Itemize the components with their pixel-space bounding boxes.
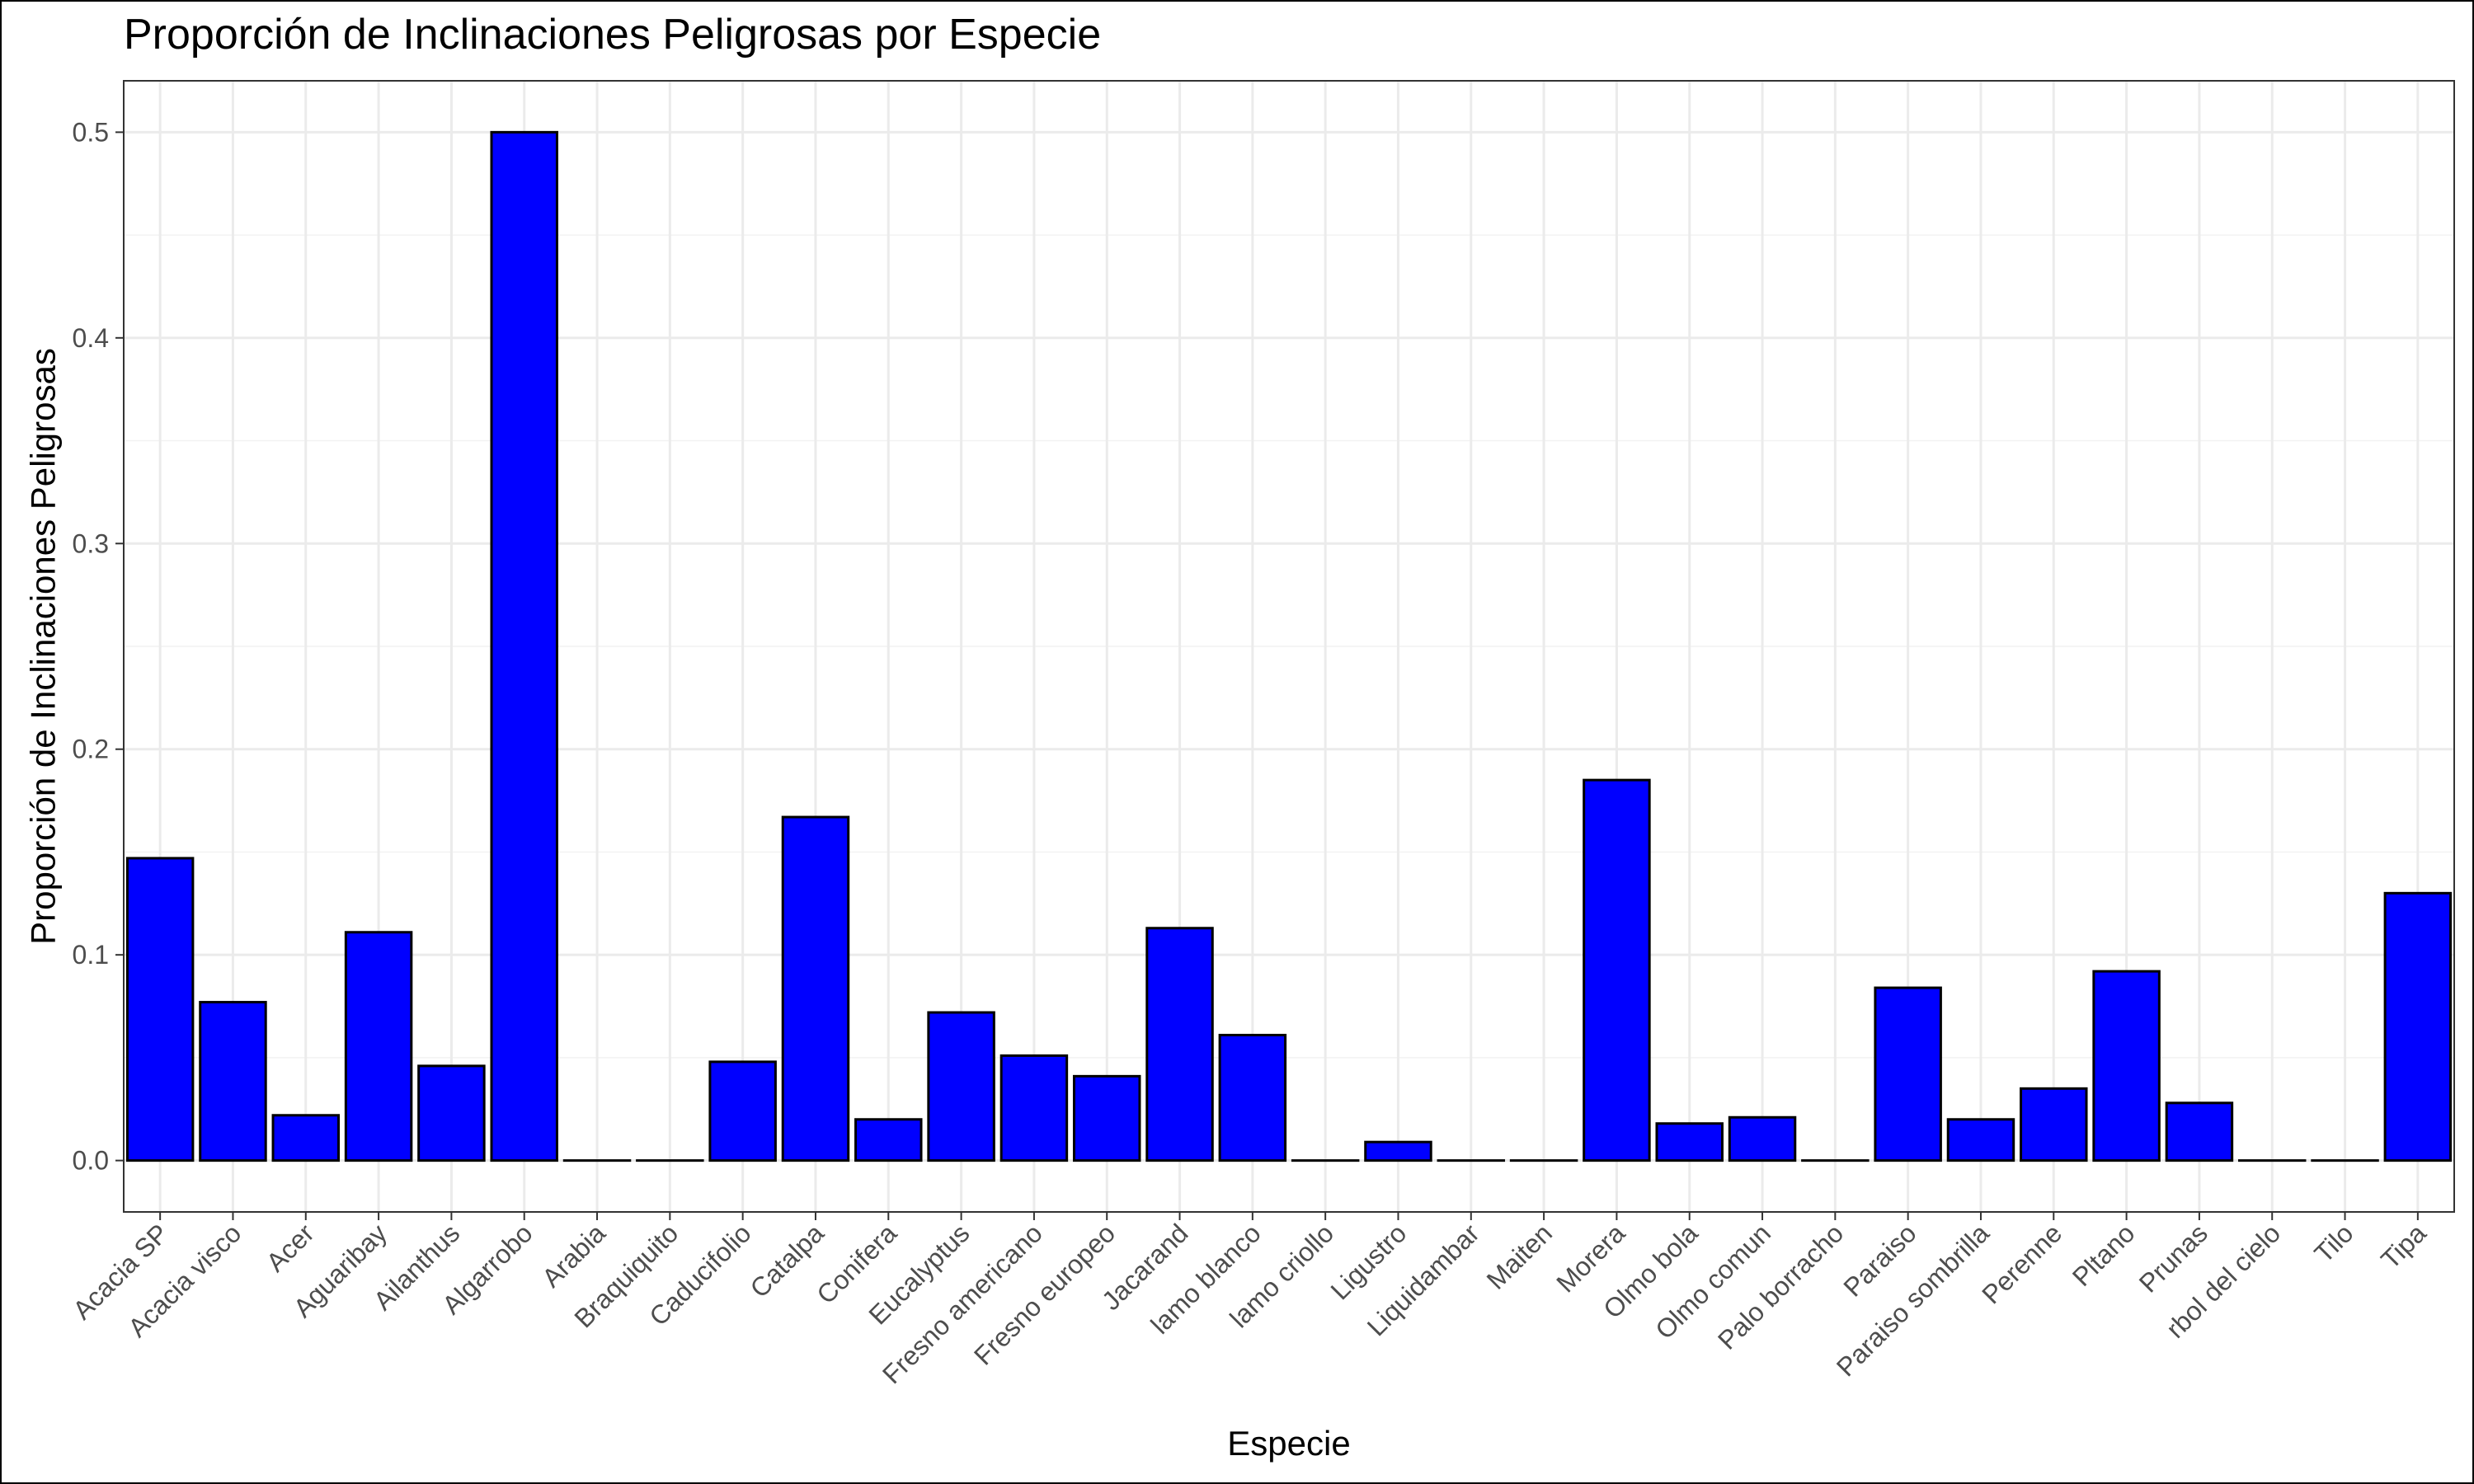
bar-15 — [1218, 1033, 1287, 1162]
bar-0 — [125, 857, 195, 1162]
y-tick-label: 0.4 — [73, 323, 109, 353]
bar-17 — [1364, 1140, 1432, 1162]
bar-24 — [1874, 986, 1942, 1162]
y-tick-label: 0.3 — [73, 528, 109, 558]
x-tick-label: Palo borracho — [1712, 1218, 1849, 1355]
bar-8 — [708, 1060, 777, 1162]
panel-border — [123, 80, 2455, 1213]
x-tick-label: Acer — [261, 1218, 320, 1277]
bars — [125, 130, 2453, 1162]
bar-5 — [490, 130, 558, 1162]
bar-22 — [1728, 1115, 1797, 1162]
x-tick-label: Tipa — [2375, 1218, 2432, 1275]
bar-20 — [1583, 778, 1651, 1162]
bar-2 — [271, 1114, 341, 1162]
bar-13 — [1072, 1074, 1141, 1162]
x-tick-label: Pltano — [2067, 1218, 2141, 1292]
bar-31 — [2383, 891, 2453, 1162]
bar-12 — [999, 1054, 1069, 1162]
bar-25 — [1946, 1118, 2015, 1162]
y-tick-label: 0.2 — [73, 735, 109, 764]
bar-9 — [781, 815, 850, 1162]
bar-27 — [2092, 970, 2161, 1162]
chart-title: Proporción de Inclinaciones Peligrosas p… — [124, 11, 1102, 59]
bar-4 — [417, 1064, 486, 1162]
y-tick-label: 0.1 — [73, 940, 109, 970]
bar-14 — [1145, 927, 1214, 1162]
y-tick-label: 0.5 — [73, 117, 109, 147]
x-tick-label: Perenne — [1976, 1218, 2067, 1309]
x-tick-label: Tilo — [2308, 1218, 2359, 1268]
y-axis-title: Proporción de Inclinaciones Peligrosas — [24, 348, 63, 945]
bar-3 — [344, 931, 413, 1162]
bar-1 — [199, 1001, 267, 1162]
bar-21 — [1655, 1122, 1724, 1162]
y-axis-ticks: 0.0 0.1 0.2 0.3 0.4 0.5 — [73, 117, 124, 1176]
bar-11 — [927, 1011, 995, 1162]
y-tick-label: 0.0 — [73, 1146, 109, 1176]
bar-28 — [2165, 1101, 2234, 1162]
bar-10 — [854, 1118, 923, 1162]
x-axis-title: Especie — [1227, 1424, 1350, 1463]
bar-26 — [2020, 1087, 2088, 1162]
x-tick-label: Maiten — [1481, 1218, 1558, 1294]
